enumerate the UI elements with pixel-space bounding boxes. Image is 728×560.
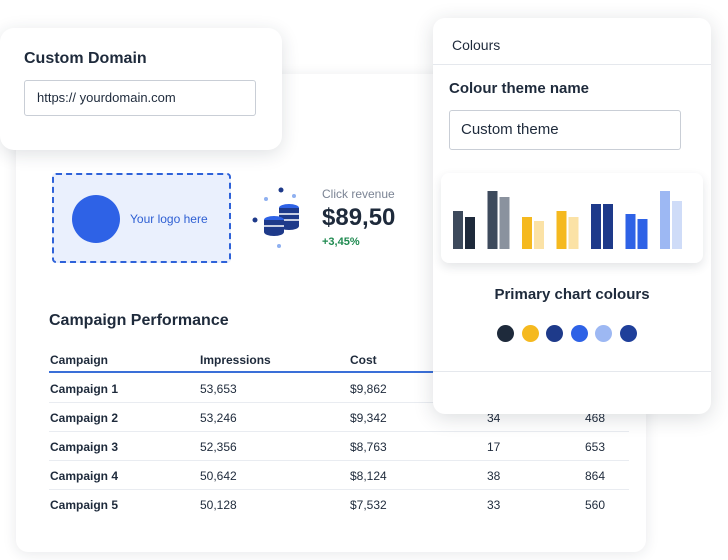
chart-bar	[637, 219, 648, 249]
bar-chart-svg	[453, 191, 682, 249]
logo-placeholder-text: Your logo here	[130, 212, 208, 226]
chart-bar	[603, 204, 613, 249]
cell-cost: $8,763	[350, 440, 387, 454]
table-row[interactable]: Campaign 5 50,128 $7,532 33 560	[49, 490, 629, 519]
cell-col5: 468	[585, 411, 606, 425]
revenue-change: +3,45%	[322, 236, 360, 248]
colour-swatch[interactable]	[521, 325, 539, 342]
chart-bar	[453, 211, 463, 249]
logo-placeholder[interactable]: Your logo here	[52, 173, 231, 263]
logo-circle-icon	[72, 195, 120, 243]
mini-bar-chart	[441, 173, 703, 263]
cell-cost: $9,862	[350, 382, 387, 396]
header-campaign[interactable]: Campaign	[50, 353, 109, 367]
cell-campaign: Campaign 2	[50, 411, 119, 425]
colours-panel: Colours Colour theme name Custom theme P…	[433, 18, 711, 414]
cell-campaign: Campaign 3	[50, 440, 119, 454]
cell-impressions: 50,642	[200, 469, 237, 483]
colour-swatch[interactable]	[570, 325, 588, 342]
cell-cost: $9,342	[350, 411, 387, 425]
coins-stack-icon	[252, 187, 299, 248]
chart-bar	[487, 191, 498, 249]
cell-col4: 38	[487, 469, 501, 483]
revenue-value: $89,50	[322, 204, 396, 231]
colour-swatch[interactable]	[546, 325, 563, 342]
chart-bar	[556, 211, 567, 249]
cell-cost: $7,532	[350, 498, 387, 512]
colour-swatch[interactable]	[619, 325, 637, 342]
colour-theme-label: Colour theme name	[449, 80, 590, 97]
chart-bar	[672, 201, 682, 249]
chart-bar	[591, 204, 601, 249]
cell-col5: 560	[585, 498, 606, 512]
cell-col5: 864	[585, 469, 606, 483]
table-row[interactable]: Campaign 4 50,642 $8,124 38 864	[49, 461, 629, 490]
chart-bar	[465, 217, 475, 249]
table-row[interactable]: Campaign 2 53,246 $9,342 34 468	[49, 403, 629, 432]
cell-col4: 17	[487, 440, 501, 454]
cell-impressions: 53,246	[200, 411, 237, 425]
cell-impressions: 53,653	[200, 382, 237, 396]
table-title: Campaign Performance	[49, 312, 229, 329]
custom-domain-title: Custom Domain	[24, 50, 147, 67]
domain-url-input[interactable]: https:// yourdomain.com	[24, 80, 256, 116]
chart-bar	[625, 214, 636, 249]
custom-domain-card: Custom Domain https:// yourdomain.com	[0, 28, 282, 150]
colour-theme-name-input[interactable]: Custom theme	[449, 110, 681, 150]
footer-divider	[433, 371, 711, 372]
table-row[interactable]: Campaign 1 53,653 $9,862	[49, 374, 629, 403]
cell-col4: 34	[487, 411, 501, 425]
colour-swatch[interactable]	[595, 325, 612, 342]
cell-col4: 33	[487, 498, 501, 512]
chart-bar	[499, 197, 510, 249]
chart-bar	[660, 191, 670, 249]
header-divider	[433, 64, 711, 65]
revenue-label: Click revenue	[322, 187, 395, 201]
cell-impressions: 52,356	[200, 440, 237, 454]
colour-swatch[interactable]	[497, 325, 514, 342]
chart-bar	[534, 221, 544, 249]
colours-panel-header: Colours	[452, 37, 501, 53]
primary-colours-label: Primary chart colours	[494, 286, 650, 303]
cell-campaign: Campaign 4	[50, 469, 119, 483]
chart-bar	[568, 217, 579, 249]
cell-campaign: Campaign 1	[50, 382, 119, 396]
chart-bar	[522, 217, 532, 249]
header-cost[interactable]: Cost	[350, 353, 377, 367]
cell-impressions: 50,128	[200, 498, 237, 512]
cell-col5: 653	[585, 440, 606, 454]
table-row[interactable]: Campaign 3 52,356 $8,763 17 653	[49, 432, 629, 461]
table-header-divider	[49, 371, 629, 373]
cell-cost: $8,124	[350, 469, 387, 483]
cell-campaign: Campaign 5	[50, 498, 119, 512]
header-impressions[interactable]: Impressions	[200, 353, 271, 367]
